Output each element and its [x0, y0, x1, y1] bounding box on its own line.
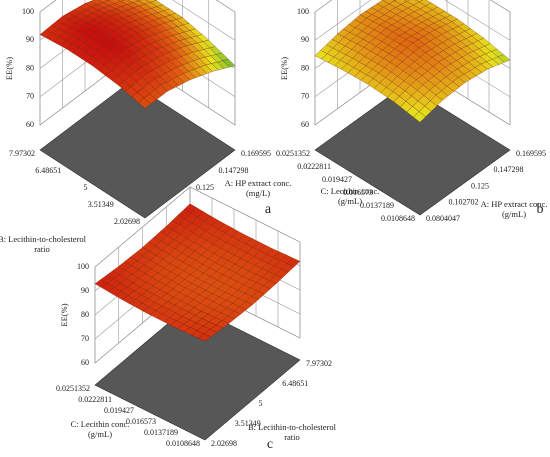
y-axis-label: C: Lecithin conc. — [71, 419, 130, 429]
y-tick-label: 0.0137189 — [360, 201, 394, 210]
z-tick-label: 90 — [26, 35, 34, 44]
x-tick-label: 0.147298 — [219, 166, 249, 175]
x-axis-label: ratio — [284, 432, 300, 442]
panel-label: c — [267, 437, 273, 452]
y-tick-label: 0.019427 — [322, 175, 352, 184]
y-tick-label: 0.0222811 — [78, 395, 112, 404]
z-tick-label: 70 — [301, 92, 309, 101]
y-axis-label: B: Lecithin-to-cholesterol — [0, 234, 87, 244]
z-tick-label: 70 — [26, 92, 34, 101]
y-axis-label: ratio — [34, 244, 50, 254]
y-axis-label: C: Lecithin conc. — [321, 186, 380, 196]
x-axis-label: B: Lecithin-to-cholesterol — [248, 422, 337, 432]
x-tick-label: 6.48651 — [282, 379, 308, 388]
y-tick-label: 0.016573 — [343, 188, 373, 197]
y-tick-label: 0.0251352 — [56, 384, 90, 393]
y-tick-label: 3.51349 — [88, 200, 114, 209]
z-tick-label: 60 — [301, 120, 309, 129]
z-grid-line — [314, 0, 511, 41]
x-tick-label: 5 — [259, 399, 263, 408]
panel-label: b — [537, 202, 544, 217]
y-tick-label: 0.0108648 — [166, 439, 200, 448]
x-axis-label: (g/mL) — [502, 209, 526, 219]
z-tick-label: 90 — [301, 35, 309, 44]
y-tick-label: 0.0251352 — [276, 149, 310, 158]
surface-patch — [413, 111, 426, 123]
z-tick-label: 70 — [81, 334, 89, 343]
z-tick-label: 90 — [81, 286, 89, 295]
y-tick-label: 0.0137189 — [144, 428, 178, 437]
z-tick-label: 100 — [297, 7, 309, 16]
x-tick-label: 0.125 — [471, 181, 489, 190]
z-axis-label: EE(%) — [279, 57, 289, 80]
x-tick-label: 0.125 — [196, 183, 214, 192]
z-tick-label: 80 — [301, 63, 309, 72]
z-tick-label: 100 — [22, 7, 34, 16]
surface-patch — [138, 98, 151, 109]
z-tick-label: 80 — [26, 63, 34, 72]
y-axis-label: (g/mL) — [88, 429, 112, 439]
x-tick-label: 0.0804047 — [426, 214, 460, 223]
y-tick-label: 0.016573 — [126, 417, 156, 426]
x-tick-label: 0.102702 — [448, 198, 478, 207]
x-tick-label: 2.02698 — [211, 439, 237, 448]
z-tick-label: 100 — [77, 262, 89, 271]
x-tick-label: 3.51349 — [235, 419, 261, 428]
y-tick-label: 2.02698 — [114, 217, 140, 226]
y-axis-label: (g/mL) — [338, 196, 362, 206]
panel-label: a — [265, 202, 272, 217]
surface-patch — [136, 0, 142, 2]
y-tick-label: 7.97302 — [9, 149, 35, 158]
x-axis-label: A: HP extract conc. — [225, 178, 292, 188]
x-tick-label: 0.169595 — [516, 149, 546, 158]
z-tick-label: 80 — [81, 310, 89, 319]
z-tick-label: 60 — [26, 120, 34, 129]
z-tick-label: 60 — [81, 358, 89, 367]
x-tick-label: 0.147298 — [494, 165, 524, 174]
z-axis-label: EE(%) — [4, 57, 14, 80]
surface-patch — [197, 333, 212, 342]
x-tick-label: 0.169595 — [241, 149, 271, 158]
y-tick-label: 5 — [84, 183, 88, 192]
x-axis-label: (mg/L) — [246, 188, 270, 198]
y-tick-label: 0.019427 — [104, 406, 134, 415]
x-tick-label: 7.97302 — [306, 359, 332, 368]
surface-patch — [404, 0, 410, 2]
x-axis-label: A: HP extract conc. — [481, 199, 548, 209]
y-tick-label: 6.48651 — [35, 166, 61, 175]
surface-patch — [393, 0, 397, 1]
y-tick-label: 0.0222811 — [297, 162, 331, 171]
y-tick-label: 0.0108648 — [381, 214, 415, 223]
z-axis-label: EE(%) — [59, 303, 69, 326]
